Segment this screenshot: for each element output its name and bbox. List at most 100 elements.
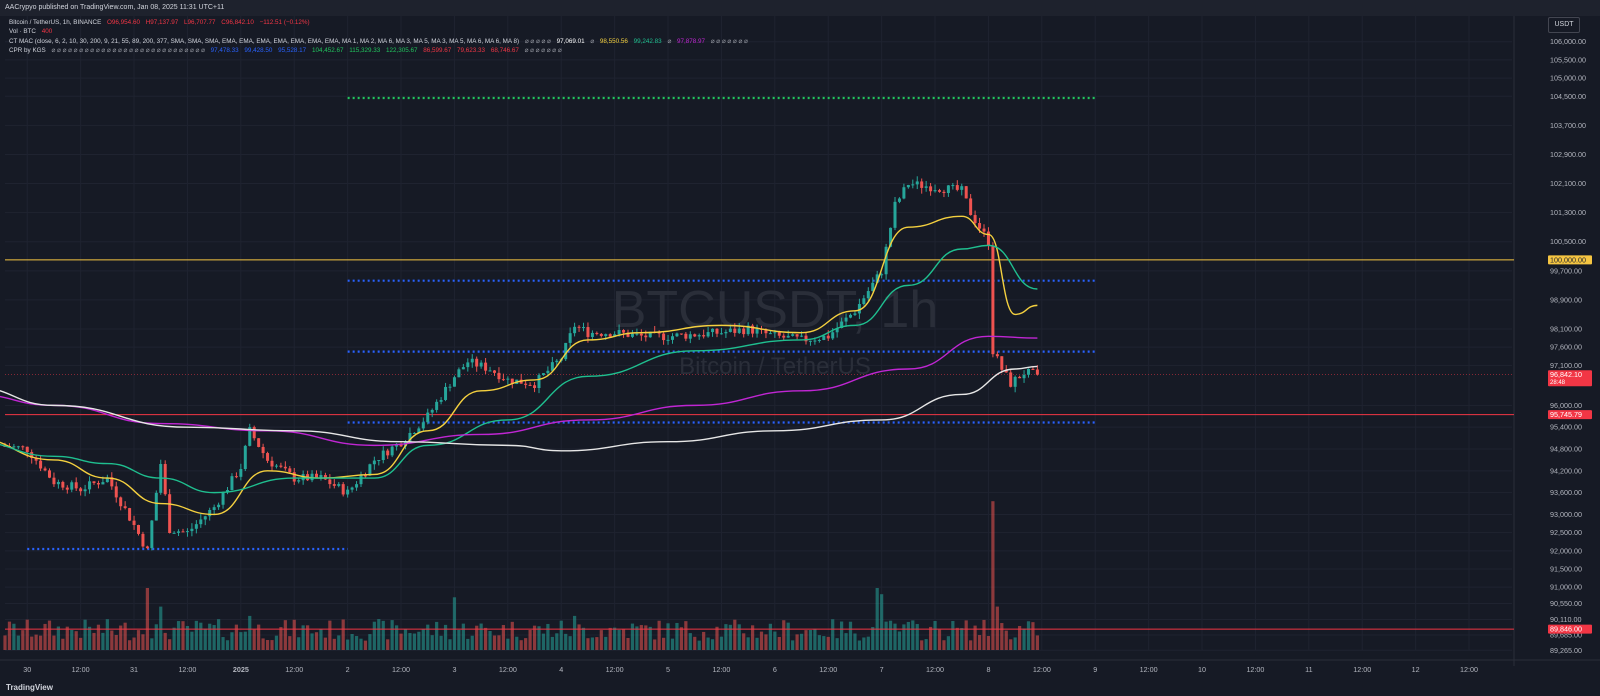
candle-body xyxy=(751,325,755,334)
time-tick-label: 12:00 xyxy=(1246,665,1264,674)
candle-body xyxy=(929,186,933,192)
candle-body xyxy=(768,333,772,335)
candle-body xyxy=(34,458,38,461)
candle-body xyxy=(52,477,56,485)
volume-bar xyxy=(1013,637,1017,650)
time-tick-label: 10 xyxy=(1198,665,1206,674)
time-tick-label: 8 xyxy=(986,665,990,674)
candle-body xyxy=(893,201,897,228)
candle-body xyxy=(920,181,924,188)
candle-body xyxy=(662,333,666,341)
candle-body xyxy=(150,520,154,549)
volume-bar xyxy=(3,635,7,650)
price-tick-label: 93,600.00 xyxy=(1550,488,1582,497)
publish-info: AACrypyo published on TradingView.com, J… xyxy=(5,4,225,11)
volume-bar xyxy=(737,624,741,650)
volume-bar xyxy=(969,640,973,650)
candle-body xyxy=(65,487,69,490)
candle-body xyxy=(1035,369,1039,375)
candle-body xyxy=(573,326,577,334)
volume-bar xyxy=(123,622,127,650)
volume-bar xyxy=(590,637,594,650)
volume-bar xyxy=(87,626,92,650)
vol-value: 400 xyxy=(41,28,53,35)
time-tick-label: 12:00 xyxy=(1353,665,1371,674)
candle-body xyxy=(426,412,430,423)
price-label-100k: 100,000.00 xyxy=(1550,255,1586,264)
volume-bar xyxy=(341,619,345,650)
volume-bar xyxy=(1009,639,1013,650)
volume-bar xyxy=(199,622,203,650)
volume-bar xyxy=(279,627,283,650)
candle-body xyxy=(203,516,207,520)
candle-body xyxy=(417,428,421,433)
candle-body xyxy=(795,334,799,337)
volume-bar xyxy=(866,636,870,650)
volume-bar xyxy=(733,619,737,650)
volume-bar xyxy=(403,629,408,650)
volume-bar xyxy=(670,638,675,650)
candle-body xyxy=(791,334,795,336)
volume-bar xyxy=(706,637,710,650)
volume-bar xyxy=(346,639,350,650)
candle-body xyxy=(217,504,221,508)
candle-body xyxy=(484,362,488,371)
candle-body xyxy=(372,460,376,465)
volume-bar xyxy=(808,630,813,650)
currency-selector[interactable]: USDT xyxy=(1548,17,1580,33)
price-label-95745: 95,745.79 xyxy=(1550,410,1582,419)
candle-body xyxy=(457,369,461,378)
volume-bar xyxy=(991,501,995,650)
price-label-last-countdown: 28:48 xyxy=(1550,380,1566,386)
volume-bar xyxy=(715,626,719,650)
volume-bar xyxy=(377,619,381,650)
time-tick-label: 6 xyxy=(773,665,777,674)
candle-body xyxy=(746,325,750,335)
candle-body xyxy=(319,475,323,478)
candle-body xyxy=(595,332,599,334)
volume-bar xyxy=(515,636,519,650)
legend-close: C96,842.10 xyxy=(221,19,254,26)
volume-bar xyxy=(332,638,336,650)
volume-bar xyxy=(555,633,559,650)
volume-bar xyxy=(435,621,439,650)
volume-bar xyxy=(982,619,986,650)
time-tick-label: 12:00 xyxy=(1033,665,1051,674)
price-tick-label: 91,500.00 xyxy=(1550,564,1582,573)
price-tick-label: 98,100.00 xyxy=(1550,325,1582,334)
price-tick-label: 94,800.00 xyxy=(1550,445,1582,454)
volume-bar xyxy=(61,638,65,650)
candle-body xyxy=(524,383,528,385)
volume-bar xyxy=(871,627,875,650)
moving-averages xyxy=(0,215,1038,516)
mac-tail: ⌀ ⌀ ⌀ ⌀ ⌀ ⌀ ⌀ xyxy=(710,38,748,45)
candle-body xyxy=(688,334,692,339)
volume-bar xyxy=(657,620,661,650)
volume-bar xyxy=(354,636,359,650)
candle-body xyxy=(675,333,679,337)
volume-bar xyxy=(506,638,510,650)
volume-bar xyxy=(755,637,759,650)
volume-bar xyxy=(408,633,412,650)
volume-bar xyxy=(848,621,853,650)
volume-bar xyxy=(742,633,746,650)
price-label-last: 96,842.10 xyxy=(1550,370,1582,379)
volume-bar xyxy=(826,636,830,650)
volume-bar xyxy=(973,625,977,650)
volume-bar xyxy=(951,620,955,650)
candle-body xyxy=(381,450,385,461)
candle-body xyxy=(880,274,884,276)
volume-bar xyxy=(853,633,857,650)
time-tick-label: 11 xyxy=(1305,665,1312,674)
volume-bar xyxy=(581,627,586,650)
price-tick-label: 102,900.00 xyxy=(1550,150,1586,159)
price-tick-label: 100,500.00 xyxy=(1550,237,1586,246)
time-tick-label: 12:00 xyxy=(926,665,944,674)
candle-body xyxy=(39,460,43,469)
volume-bar xyxy=(532,625,537,650)
volume-bar xyxy=(421,629,425,650)
candle-body xyxy=(826,335,830,339)
volume-bar xyxy=(786,622,790,650)
candle-body xyxy=(857,304,861,314)
